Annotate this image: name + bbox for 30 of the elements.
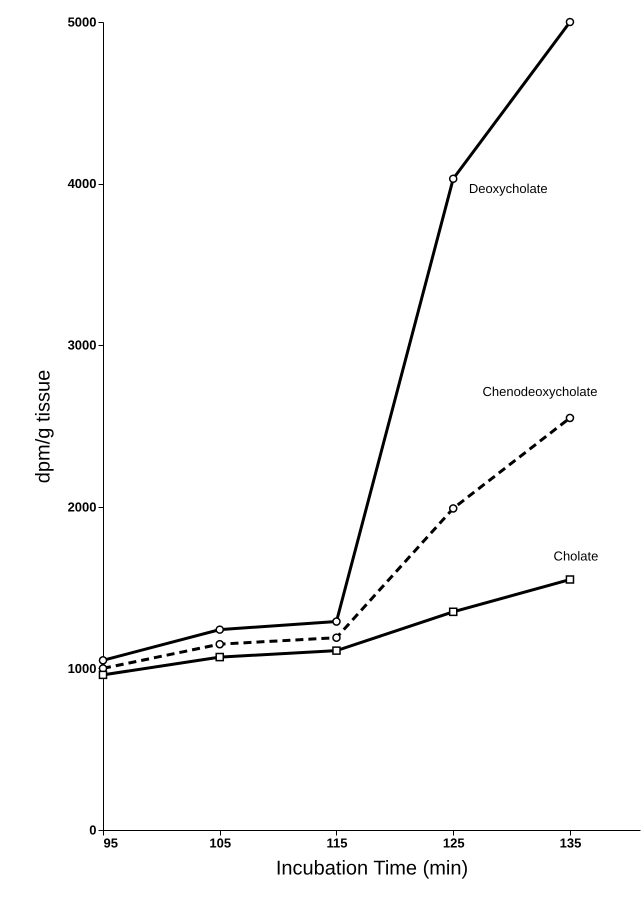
point xyxy=(448,174,458,184)
y-tick-label: 5000 xyxy=(68,14,96,30)
y-tick-label: 3000 xyxy=(68,338,96,353)
x-tick-label: 125 xyxy=(442,836,465,850)
text: Chenodeoxycholate xyxy=(482,384,598,399)
point xyxy=(566,575,574,584)
point xyxy=(215,652,224,662)
y-axis-title: dpm/g tissue xyxy=(32,370,55,484)
point xyxy=(98,670,108,680)
y-tick-label: 2000 xyxy=(68,499,96,514)
y-tick-label: 4000 xyxy=(68,176,96,192)
y-tick-label: 0 xyxy=(89,822,96,838)
point xyxy=(566,18,574,26)
series-label: Deoxycholate xyxy=(468,180,548,196)
point xyxy=(215,640,224,648)
point xyxy=(448,504,458,513)
series-label: Cholate xyxy=(554,548,598,564)
point xyxy=(215,625,224,634)
point xyxy=(332,633,341,642)
x-tick-label: 95 xyxy=(104,836,118,850)
x-tick-label: 105 xyxy=(209,836,232,850)
point xyxy=(448,608,458,616)
x-axis-title: Incubation Time (min) xyxy=(276,858,468,880)
point xyxy=(332,646,341,655)
point xyxy=(566,414,574,422)
point xyxy=(332,617,341,626)
x-tick-label: 135 xyxy=(560,836,582,850)
y-tick-label: 1000 xyxy=(68,660,96,676)
x-tick-label: 115 xyxy=(326,836,348,850)
point xyxy=(98,656,108,665)
